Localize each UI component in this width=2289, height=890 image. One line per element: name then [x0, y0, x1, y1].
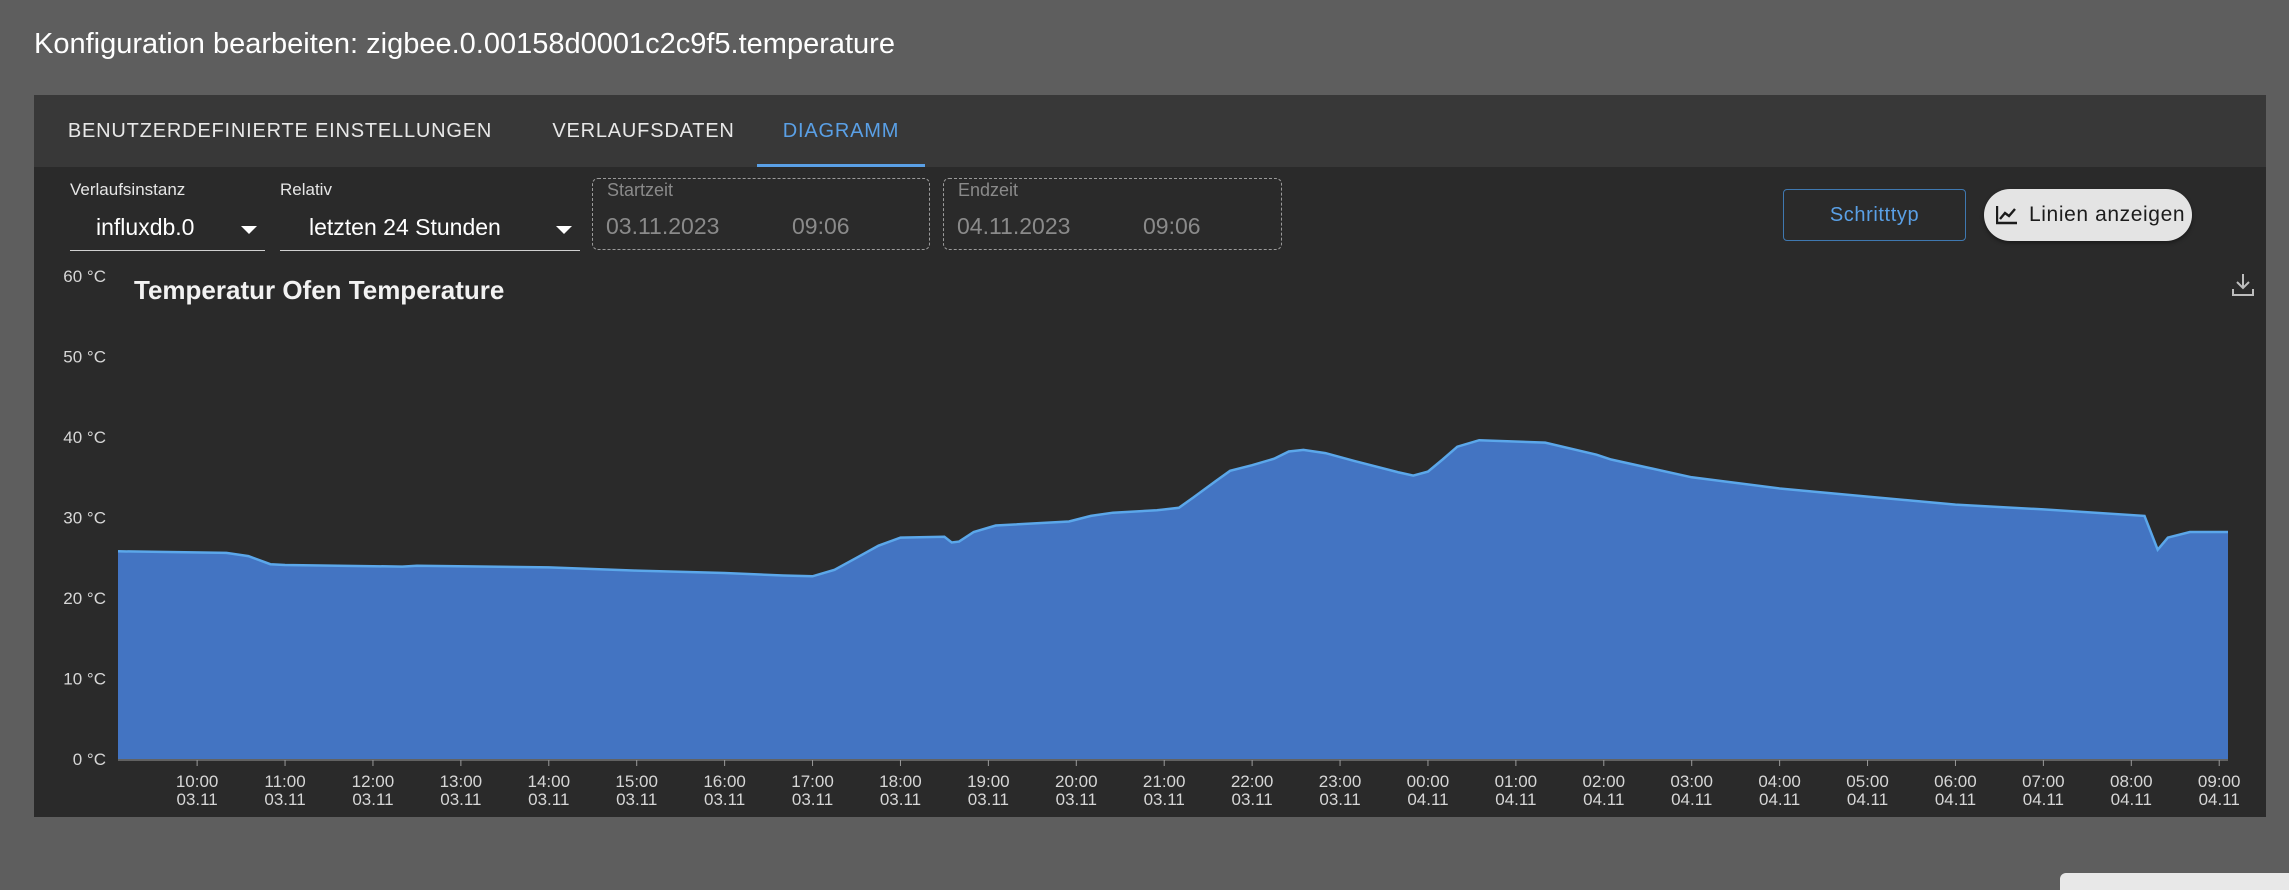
x-tick-date: 03.11 — [176, 790, 217, 809]
x-tick-date: 03.11 — [352, 790, 393, 809]
end-time-field[interactable]: Endzeit 04.11.2023 09:06 — [943, 178, 1282, 250]
x-tick-date: 03.11 — [528, 790, 569, 809]
instance-label: Verlaufsinstanz — [70, 180, 186, 199]
show-lines-label: Linien anzeigen — [2029, 203, 2186, 226]
y-axis: 0 °C 10 °C 20 °C 30 °C 40 °C 50 °C 60 °C — [63, 267, 106, 769]
relative-value: letzten 24 Stunden — [309, 214, 501, 240]
instance-select[interactable]: influxdb.0 — [70, 206, 265, 251]
x-tick-time: 09:00 — [2198, 772, 2241, 791]
x-tick-date: 04.11 — [1407, 790, 1448, 809]
x-tick-time: 02:00 — [1583, 772, 1626, 791]
chart-title: Temperatur Ofen Temperature — [134, 275, 505, 305]
relative-label: Relativ — [280, 180, 332, 199]
tab-bar: Benutzerdefinierte Einstellungen Verlauf… — [34, 95, 2266, 167]
temperature-line — [117, 438, 2228, 578]
x-tick-time: 21:00 — [1143, 772, 1186, 791]
x-tick-date: 03.11 — [792, 790, 833, 809]
x-tick-time: 22:00 — [1231, 772, 1274, 791]
y-tick-label: 30 °C — [63, 509, 106, 528]
x-tick-time: 17:00 — [791, 772, 834, 791]
show-lines-button[interactable]: Linien anzeigen — [1984, 189, 2192, 241]
x-tick-time: 08:00 — [2110, 772, 2153, 791]
x-tick-date: 04.11 — [1495, 790, 1536, 809]
x-tick-date: 04.11 — [2023, 790, 2064, 809]
end-date-value[interactable]: 04.11.2023 — [957, 213, 1071, 239]
x-tick-date: 04.11 — [1583, 790, 1624, 809]
x-tick-time: 05:00 — [1846, 772, 1889, 791]
x-tick-time: 01:00 — [1495, 772, 1538, 791]
dialog-title: Konfiguration bearbeiten: zigbee.0.00158… — [34, 28, 895, 60]
x-tick-date: 03.11 — [440, 790, 481, 809]
chevron-down-icon — [241, 226, 257, 234]
y-tick-label: 10 °C — [63, 670, 106, 689]
x-tick-time: 20:00 — [1055, 772, 1098, 791]
x-tick-date: 03.11 — [704, 790, 745, 809]
tab-history-data[interactable]: Verlaufsdaten — [552, 120, 735, 142]
instance-value: influxdb.0 — [96, 214, 195, 240]
x-tick-date: 03.11 — [880, 790, 921, 809]
chart-line-icon — [1996, 206, 2017, 225]
x-tick-time: 19:00 — [967, 772, 1010, 791]
x-tick-date: 04.11 — [1847, 790, 1888, 809]
x-tick-date: 04.11 — [1759, 790, 1800, 809]
x-tick-time: 14:00 — [528, 772, 571, 791]
relative-select[interactable]: letzten 24 Stunden — [280, 206, 580, 251]
x-tick-date: 04.11 — [2111, 790, 2152, 809]
x-tick-time: 18:00 — [879, 772, 922, 791]
y-tick-label: 40 °C — [63, 428, 106, 447]
x-axis: 10:0003.1111:0003.1112:0003.1113:0003.11… — [176, 760, 2241, 809]
start-time-label: Startzeit — [607, 180, 674, 200]
x-tick-time: 23:00 — [1319, 772, 1362, 791]
x-tick-date: 04.11 — [2199, 790, 2240, 809]
x-tick-date: 03.11 — [968, 790, 1009, 809]
x-tick-date: 03.11 — [1231, 790, 1272, 809]
y-tick-label: 0 °C — [73, 750, 106, 769]
start-date-value[interactable]: 03.11.2023 — [606, 213, 720, 239]
download-icon[interactable] — [2230, 272, 2256, 298]
x-tick-date: 03.11 — [1319, 790, 1360, 809]
chevron-down-icon — [556, 226, 572, 234]
x-tick-date: 03.11 — [264, 790, 305, 809]
x-tick-time: 15:00 — [615, 772, 658, 791]
x-tick-time: 07:00 — [2022, 772, 2065, 791]
bottom-panel-tab[interactable] — [2060, 873, 2289, 890]
x-tick-time: 11:00 — [264, 772, 305, 791]
start-time-field[interactable]: Startzeit 03.11.2023 09:06 — [592, 178, 930, 250]
x-tick-time: 16:00 — [703, 772, 746, 791]
tab-diagram[interactable]: Diagramm — [757, 95, 925, 167]
x-tick-time: 03:00 — [1670, 772, 1713, 791]
x-tick-date: 04.11 — [1671, 790, 1712, 809]
y-tick-label: 60 °C — [63, 267, 106, 286]
x-tick-time: 10:00 — [176, 772, 219, 791]
x-tick-time: 00:00 — [1407, 772, 1450, 791]
y-tick-label: 50 °C — [63, 348, 106, 367]
x-tick-date: 03.11 — [616, 790, 657, 809]
tab-custom-settings[interactable]: Benutzerdefinierte Einstellungen — [67, 120, 493, 142]
end-time-value[interactable]: 09:06 — [1143, 213, 1201, 239]
temperature-area — [118, 440, 2228, 759]
y-tick-label: 20 °C — [63, 589, 106, 608]
x-tick-time: 04:00 — [1758, 772, 1801, 791]
x-tick-time: 12:00 — [352, 772, 395, 791]
end-time-label: Endzeit — [958, 180, 1019, 200]
start-time-value[interactable]: 09:06 — [792, 213, 850, 239]
x-tick-date: 03.11 — [1056, 790, 1097, 809]
step-type-button[interactable]: Schritttyp — [1783, 189, 1966, 241]
x-tick-date: 03.11 — [1144, 790, 1185, 809]
x-tick-date: 04.11 — [1935, 790, 1976, 809]
x-tick-time: 06:00 — [1934, 772, 1977, 791]
x-tick-time: 13:00 — [440, 772, 483, 791]
